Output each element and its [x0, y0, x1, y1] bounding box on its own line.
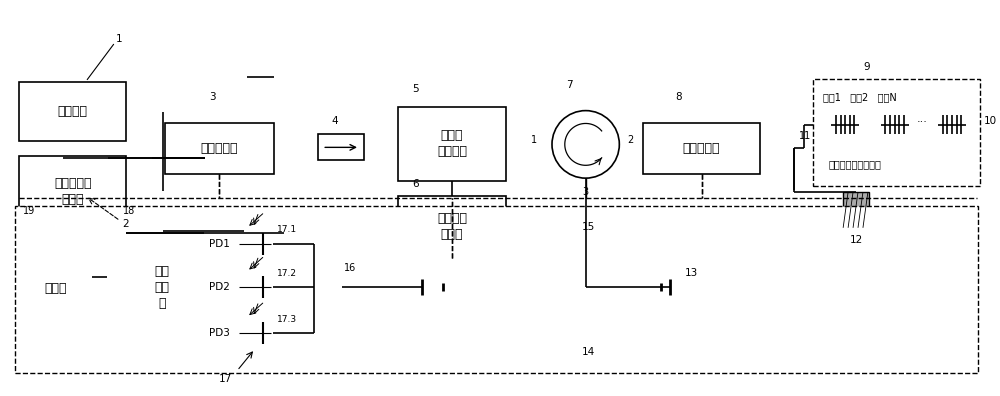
- Ellipse shape: [314, 257, 342, 317]
- Text: 14: 14: [582, 347, 595, 357]
- Text: 17.2: 17.2: [277, 269, 297, 278]
- Text: 17.1: 17.1: [277, 225, 297, 234]
- Polygon shape: [247, 235, 263, 253]
- Text: 7: 7: [566, 80, 572, 90]
- Ellipse shape: [418, 274, 436, 300]
- Text: 16: 16: [344, 263, 356, 272]
- Text: 19: 19: [23, 206, 35, 216]
- Text: 12: 12: [849, 235, 863, 245]
- Circle shape: [237, 270, 273, 305]
- Text: PD3: PD3: [209, 328, 230, 338]
- Text: PD1: PD1: [209, 239, 230, 249]
- Text: 9: 9: [863, 62, 870, 72]
- Polygon shape: [247, 324, 263, 342]
- Text: 8: 8: [675, 92, 681, 102]
- Text: 1: 1: [116, 34, 123, 44]
- Bar: [19, 82, 126, 141]
- FancyBboxPatch shape: [422, 208, 670, 367]
- Bar: [843, 192, 869, 228]
- Text: ···: ···: [917, 118, 928, 128]
- Text: 窄线宽扫频
激光器: 窄线宽扫频 激光器: [54, 177, 91, 206]
- Text: 18: 18: [123, 206, 135, 216]
- Text: 4: 4: [331, 116, 338, 126]
- Bar: [118, 218, 205, 357]
- Text: 分布式光栅传感网络: 分布式光栅传感网络: [828, 159, 881, 169]
- Text: 光栅1   光栅2   光栅N: 光栅1 光栅2 光栅N: [823, 92, 897, 102]
- Text: 脉冲数字
信号源: 脉冲数字 信号源: [437, 212, 467, 241]
- Text: 6: 6: [412, 179, 419, 189]
- Text: 2: 2: [122, 219, 129, 229]
- Bar: [19, 224, 92, 353]
- Text: 半导体
光放大器: 半导体 光放大器: [437, 129, 467, 158]
- Text: 第二光开关: 第二光开关: [683, 142, 720, 155]
- Text: 5: 5: [412, 84, 419, 94]
- Text: 上位机: 上位机: [45, 282, 67, 295]
- Text: 3: 3: [209, 92, 216, 102]
- Text: 第一光开关: 第一光开关: [201, 142, 238, 155]
- Text: 数据
采集
卡: 数据 采集 卡: [154, 265, 169, 310]
- Bar: [398, 107, 506, 181]
- Bar: [813, 79, 980, 186]
- Bar: [165, 122, 274, 174]
- Text: 10: 10: [984, 116, 997, 126]
- Text: 13: 13: [685, 268, 698, 278]
- Bar: [398, 196, 506, 257]
- Text: 2: 2: [627, 135, 634, 145]
- Text: 17: 17: [219, 374, 232, 384]
- Text: 11: 11: [799, 131, 811, 141]
- Bar: [19, 156, 126, 226]
- Text: 17.3: 17.3: [277, 315, 297, 324]
- Bar: [318, 135, 364, 160]
- Text: 15: 15: [582, 222, 595, 232]
- Text: 宽带光源: 宽带光源: [58, 105, 88, 118]
- Circle shape: [552, 110, 619, 178]
- Text: 3: 3: [583, 187, 589, 197]
- Circle shape: [237, 226, 273, 261]
- Text: 1: 1: [531, 135, 537, 145]
- Circle shape: [237, 315, 273, 351]
- Text: PD2: PD2: [209, 282, 230, 292]
- Bar: [643, 122, 760, 174]
- Bar: [15, 206, 978, 373]
- Polygon shape: [247, 278, 263, 296]
